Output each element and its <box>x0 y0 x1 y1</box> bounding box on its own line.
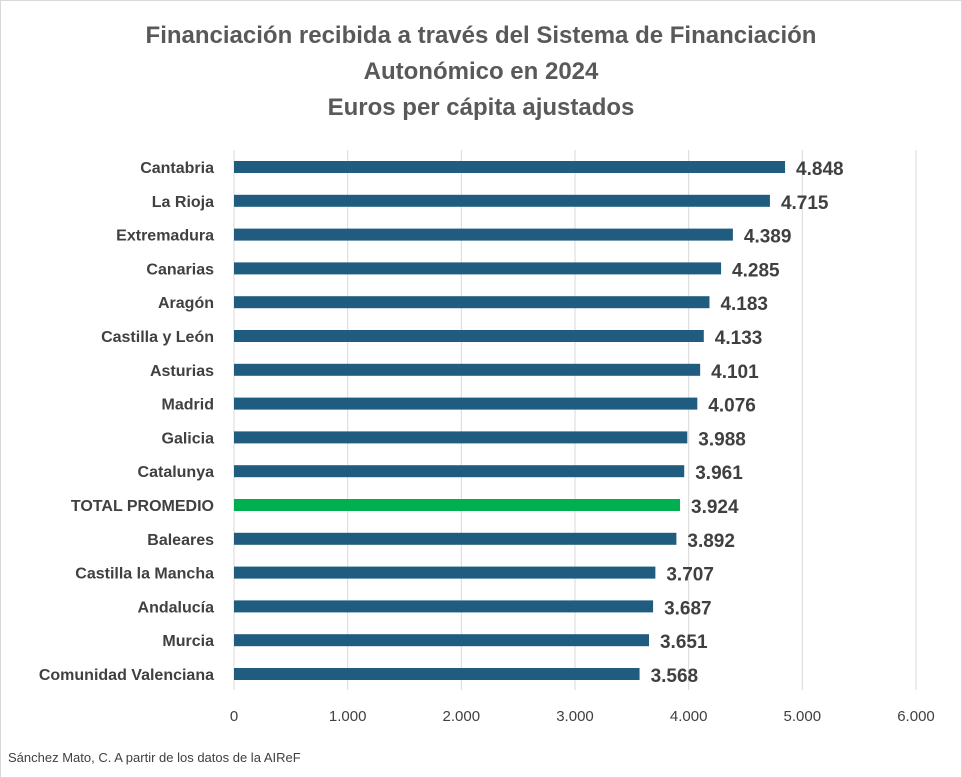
category-label: Extremadura <box>116 228 214 245</box>
category-label: Comunidad Valenciana <box>39 667 214 684</box>
category-label: Cantabria <box>140 160 214 177</box>
category-label: Madrid <box>162 397 214 414</box>
bar <box>234 228 733 241</box>
bar <box>234 634 649 647</box>
bar <box>234 431 688 444</box>
category-label: La Rioja <box>152 194 214 211</box>
category-label: Galicia <box>162 430 215 447</box>
bar <box>234 465 685 478</box>
data-label: 3.568 <box>651 666 699 687</box>
chart-title: Financiación recibida a través del Siste… <box>0 18 962 126</box>
x-tick-label: 4.000 <box>670 708 708 725</box>
data-label: 3.924 <box>691 497 739 518</box>
bar <box>234 397 698 410</box>
category-label: TOTAL PROMEDIO <box>71 498 214 515</box>
data-label: 4.715 <box>781 193 829 214</box>
x-tick-label: 2.000 <box>443 708 481 725</box>
bar <box>234 194 770 207</box>
bar <box>234 262 722 275</box>
data-label: 3.687 <box>664 598 712 619</box>
data-label: 4.285 <box>732 260 780 281</box>
bar <box>234 532 677 545</box>
chart-title-line-2: Autonómico en 2024 <box>363 58 599 85</box>
x-tick-label: 1.000 <box>329 708 367 725</box>
bar <box>234 668 640 680</box>
x-tick-label: 6.000 <box>897 708 935 725</box>
source-note: Sánchez Mato, C. A partir de los datos d… <box>8 750 301 765</box>
data-label: 4.133 <box>715 328 763 349</box>
chart-title-line-3: Euros per cápita ajustados <box>327 94 635 121</box>
bar <box>234 600 654 613</box>
data-label: 4.848 <box>796 159 844 180</box>
x-tick-label: 0 <box>230 708 238 725</box>
category-label: Asturias <box>150 363 214 380</box>
x-tick-label: 5.000 <box>784 708 822 725</box>
bar <box>234 566 656 579</box>
data-label: 4.101 <box>711 362 759 383</box>
data-label: 3.961 <box>695 463 743 484</box>
bar <box>234 499 681 511</box>
data-label: 4.389 <box>744 227 792 248</box>
data-label: 3.892 <box>687 531 735 552</box>
category-label: Andalucía <box>138 599 215 616</box>
bar <box>234 363 701 376</box>
category-label: Baleares <box>147 532 214 549</box>
chart-title-line-1: Financiación recibida a través del Siste… <box>145 22 817 49</box>
category-label: Castilla la Mancha <box>75 566 214 583</box>
data-label: 3.707 <box>666 565 714 586</box>
bar <box>234 296 710 309</box>
data-label: 4.183 <box>720 294 768 315</box>
category-label: Murcia <box>162 633 214 650</box>
data-label: 4.076 <box>708 396 756 417</box>
bar <box>234 161 786 173</box>
category-label: Aragón <box>158 295 214 312</box>
category-label: Canarias <box>146 261 214 278</box>
data-label: 3.651 <box>660 632 708 653</box>
category-label: Castilla y León <box>101 329 214 346</box>
x-tick-label: 3.000 <box>556 708 594 725</box>
category-label: Catalunya <box>138 464 215 481</box>
data-label: 3.988 <box>698 429 746 450</box>
bar <box>234 330 704 342</box>
